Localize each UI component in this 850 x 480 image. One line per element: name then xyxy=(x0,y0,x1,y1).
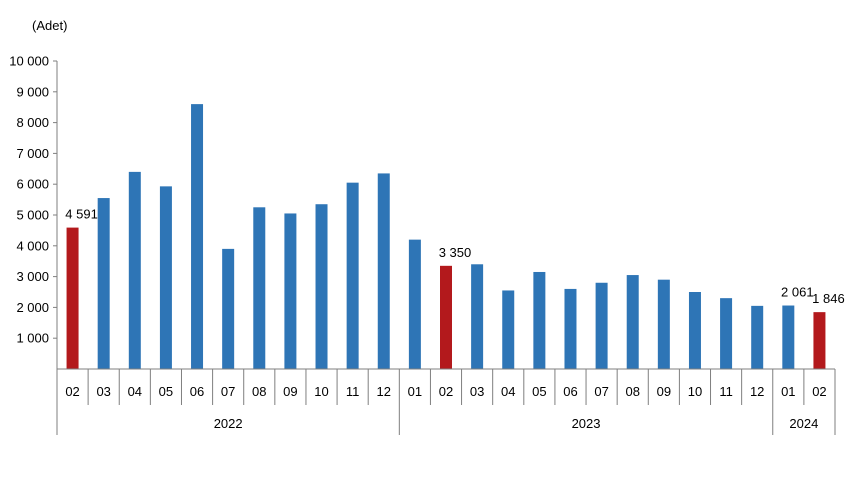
bar-2022-09 xyxy=(284,213,297,369)
y-tick-label: 5 000 xyxy=(16,208,49,223)
y-tick-label: 10 000 xyxy=(9,54,49,69)
x-tick-label: 08 xyxy=(625,384,639,399)
x-tick-label: 09 xyxy=(657,384,671,399)
data-label-2024-01: 2 061 xyxy=(781,285,814,300)
x-tick-label: 11 xyxy=(719,384,733,399)
bar-2023-01 xyxy=(408,239,421,369)
bar-2023-07 xyxy=(595,282,608,369)
data-label-2024-02: 1 846 xyxy=(812,291,845,306)
bars xyxy=(66,104,826,370)
y-tick-label: 1 000 xyxy=(16,331,49,346)
y-tick-label: 2 000 xyxy=(16,300,49,315)
bar-2022-10 xyxy=(315,204,328,369)
bar-2022-11 xyxy=(346,182,359,369)
x-tick-label: 08 xyxy=(252,384,266,399)
x-tick-label: 06 xyxy=(190,384,204,399)
y-tick-label: 4 000 xyxy=(16,238,49,253)
y-axis: 1 000 2 000 3 000 4 000 5 000 6 000 7 000 8 000… xyxy=(9,54,58,369)
x-tick-label: 05 xyxy=(159,384,173,399)
y-tick-label: 3 000 xyxy=(16,269,49,284)
x-tick-label: 01 xyxy=(781,384,795,399)
x-tick-label: 04 xyxy=(128,384,142,399)
bar-2023-12 xyxy=(751,305,764,369)
x-tick-label: 03 xyxy=(470,384,484,399)
bar-2022-07 xyxy=(222,248,235,369)
bar-2023-03 xyxy=(471,264,484,369)
bar-2022-04 xyxy=(128,171,141,369)
bar-2023-06 xyxy=(564,288,577,369)
x-tick-label: 02 xyxy=(812,384,826,399)
bar-2023-05 xyxy=(533,271,546,369)
x-tick-label: 03 xyxy=(96,384,110,399)
bar-2022-03 xyxy=(97,198,110,369)
year-label-2023: 2023 xyxy=(572,416,601,431)
bar-2023-04 xyxy=(502,290,515,369)
bar-2023-10 xyxy=(688,292,701,369)
x-axis: 02 03 04 05 06 07 08 09 10 11 12 01 02 03 04 05 06 07 08 09… xyxy=(56,368,836,435)
bar-2023-02 xyxy=(440,265,452,369)
bar-2023-08 xyxy=(626,275,639,369)
y-tick-label: 7 000 xyxy=(16,146,49,161)
x-tick-label: 12 xyxy=(377,384,391,399)
x-tick-label: 10 xyxy=(314,384,328,399)
x-tick-label: 09 xyxy=(283,384,297,399)
year-label-2024: 2024 xyxy=(789,416,818,431)
x-tick-label: 12 xyxy=(750,384,764,399)
x-tick-label: 10 xyxy=(688,384,702,399)
bar-2022-05 xyxy=(159,186,172,369)
y-unit-label: (Adet) xyxy=(32,18,67,33)
bar-2024-02 xyxy=(813,312,826,369)
x-tick-label: 04 xyxy=(501,384,515,399)
bar-2024-01 xyxy=(782,305,795,369)
bar-2022-12 xyxy=(377,173,390,369)
y-tick-label: 9 000 xyxy=(16,84,49,99)
x-tick-label: 02 xyxy=(439,384,453,399)
data-label-2023-02: 3 350 xyxy=(439,245,472,260)
y-tick-label: 6 000 xyxy=(16,177,49,192)
data-label-2022-02: 4 591 xyxy=(65,207,98,222)
y-tick-label: 8 000 xyxy=(16,115,49,130)
x-tick-label: 11 xyxy=(346,384,360,399)
bar-2022-08 xyxy=(253,207,266,369)
year-label-2022: 2022 xyxy=(214,416,243,431)
bar-2022-06 xyxy=(191,104,204,370)
x-tick-label: 07 xyxy=(221,384,235,399)
bar-2022-02 xyxy=(66,227,79,369)
x-tick-label: 06 xyxy=(563,384,577,399)
x-tick-label: 01 xyxy=(408,384,422,399)
x-tick-label: 02 xyxy=(65,384,79,399)
bar-2023-09 xyxy=(657,279,670,369)
bar-2023-11 xyxy=(720,298,733,369)
x-tick-label: 05 xyxy=(532,384,546,399)
x-tick-label: 07 xyxy=(594,384,608,399)
